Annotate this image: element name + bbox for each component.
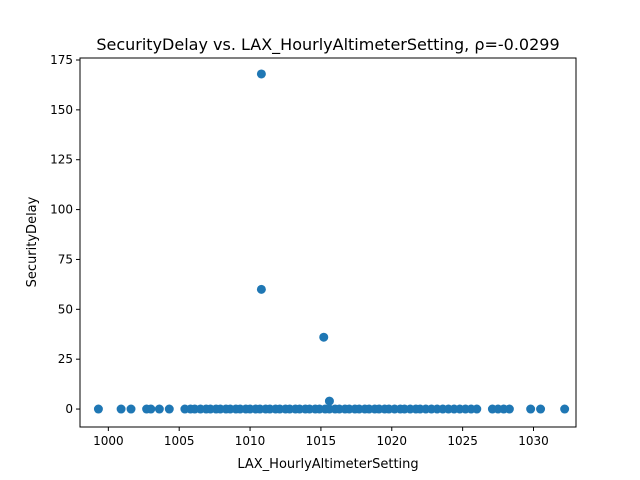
data-point (560, 404, 570, 414)
data-point (504, 404, 514, 414)
x-tick-label: 1010 (235, 434, 266, 448)
x-axis-label: LAX_HourlyAltimeterSetting (237, 457, 418, 472)
data-point (116, 404, 126, 414)
x-tick-label: 1030 (518, 434, 549, 448)
x-tick-label: 1020 (376, 434, 407, 448)
data-point (472, 404, 482, 414)
x-tick-label: 1005 (164, 434, 195, 448)
x-tick-label: 1025 (447, 434, 478, 448)
data-point (164, 404, 174, 414)
y-tick-label: 125 (50, 153, 73, 167)
y-tick-label: 25 (58, 352, 73, 366)
x-tick-label: 1000 (93, 434, 124, 448)
chart-title: SecurityDelay vs. LAX_HourlyAltimeterSet… (96, 35, 559, 55)
plot-area (93, 69, 570, 414)
y-tick-label: 175 (50, 53, 73, 67)
y-tick-label: 100 (50, 203, 73, 217)
x-tick-label: 1015 (306, 434, 337, 448)
data-point (256, 284, 266, 294)
y-tick-label: 50 (58, 302, 73, 316)
data-point (319, 332, 329, 342)
data-point (93, 404, 103, 414)
y-tick-label: 150 (50, 103, 73, 117)
data-point (536, 404, 546, 414)
data-point (154, 404, 164, 414)
axes-frame (79, 57, 577, 428)
y-tick-label: 0 (65, 402, 73, 416)
data-point (526, 404, 536, 414)
y-axis-label: SecurityDelay (25, 196, 40, 287)
data-point (126, 404, 136, 414)
data-point (256, 69, 266, 79)
x-axis: 1000 1005 1010 1015 1020 1025 1030 (93, 427, 549, 448)
y-tick-label: 75 (58, 252, 73, 266)
data-point (146, 404, 156, 414)
data-point (324, 396, 334, 406)
y-axis: 0 25 50 75 100 125 150 175 (50, 53, 80, 416)
